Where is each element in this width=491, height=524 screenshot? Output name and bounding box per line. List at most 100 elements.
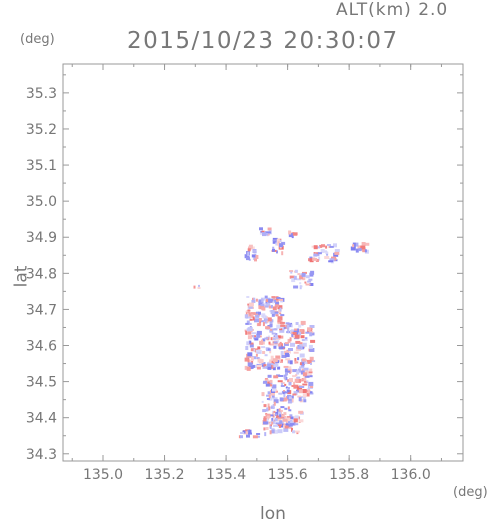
data-cell (253, 297, 256, 300)
data-cell (284, 383, 287, 386)
data-cell (297, 386, 303, 391)
data-cell (280, 322, 285, 325)
data-cell (364, 249, 367, 253)
data-cell (362, 249, 367, 253)
data-cell (280, 314, 285, 317)
data-cell (288, 409, 292, 412)
data-cell (264, 354, 268, 357)
data-cell (302, 383, 308, 386)
data-cell (277, 366, 281, 370)
data-cell (286, 389, 290, 393)
data-cell (307, 327, 312, 331)
data-cell (247, 352, 253, 357)
data-cell (238, 435, 241, 439)
data-cell (298, 324, 302, 328)
data-cell (273, 341, 278, 344)
data-cell (299, 330, 305, 334)
data-cell (290, 342, 295, 347)
data-cell (319, 244, 323, 248)
data-cell (249, 359, 252, 364)
data-cell (301, 389, 307, 393)
data-cell (295, 373, 298, 376)
data-cell (255, 353, 258, 357)
data-cell (267, 381, 271, 385)
data-cell (247, 362, 253, 367)
data-cell (272, 301, 275, 304)
data-cell (279, 239, 282, 242)
data-cell (247, 252, 250, 257)
data-cell (302, 395, 306, 400)
data-cell (256, 357, 260, 360)
data-cell (250, 312, 256, 316)
data-cell (268, 397, 273, 401)
data-cell (261, 400, 264, 403)
data-cell (273, 411, 276, 413)
data-cell (269, 423, 272, 428)
data-cell (290, 416, 294, 420)
data-cell (290, 324, 293, 328)
data-cell (285, 398, 291, 401)
data-cell (353, 242, 359, 247)
data-cell (297, 328, 300, 333)
y-tick-label: 34.6 (26, 339, 57, 355)
data-cell (246, 257, 250, 261)
data-cell (310, 270, 315, 275)
data-cell (293, 285, 299, 289)
data-cell (271, 360, 275, 365)
data-cell (288, 359, 290, 364)
data-cell (281, 251, 284, 256)
data-cell (272, 246, 275, 249)
data-cell (277, 380, 283, 383)
data-cell (246, 434, 250, 438)
data-cell (283, 342, 289, 346)
data-cell (275, 301, 280, 306)
data-cell (274, 299, 276, 303)
data-cell (285, 322, 290, 325)
data-cell (274, 334, 278, 339)
data-cell (292, 369, 298, 373)
data-cell (309, 368, 313, 372)
data-cell (270, 328, 273, 331)
y-tick-label: 35.3 (26, 86, 57, 102)
data-cell (288, 381, 292, 386)
data-cell (278, 411, 281, 416)
data-cell (251, 246, 255, 250)
data-cell (277, 316, 283, 321)
data-cell (299, 386, 305, 388)
data-cell (272, 358, 278, 363)
data-cell (274, 339, 280, 343)
data-cell (301, 362, 305, 365)
data-cell (298, 397, 302, 402)
data-cell (272, 239, 277, 244)
data-cell (275, 304, 279, 308)
data-cell (289, 275, 295, 279)
data-cell (299, 331, 302, 336)
data-cell (306, 380, 309, 383)
data-cell (334, 251, 340, 255)
data-cell (267, 363, 272, 367)
data-cell (254, 318, 259, 323)
data-cell (270, 405, 274, 408)
data-cell (257, 358, 262, 363)
data-cell (248, 322, 252, 325)
data-cell (306, 373, 312, 376)
data-cell (274, 299, 279, 303)
data-cell (271, 312, 275, 317)
data-cell (352, 244, 355, 248)
data-cell (275, 413, 278, 416)
data-cell (294, 358, 297, 362)
data-cell (274, 418, 278, 421)
y-tick-label: 34.9 (26, 230, 57, 246)
data-cell (285, 372, 288, 376)
data-cell (309, 356, 314, 361)
data-cell (252, 316, 255, 321)
data-cell (308, 371, 313, 374)
plot-frame (62, 63, 464, 462)
data-cell (267, 317, 272, 322)
data-cell (292, 334, 297, 338)
data-cell (287, 400, 292, 404)
data-cell (251, 299, 256, 303)
data-cell (264, 378, 268, 381)
y-tick-label: 35.1 (26, 158, 57, 174)
data-cell (303, 367, 309, 371)
